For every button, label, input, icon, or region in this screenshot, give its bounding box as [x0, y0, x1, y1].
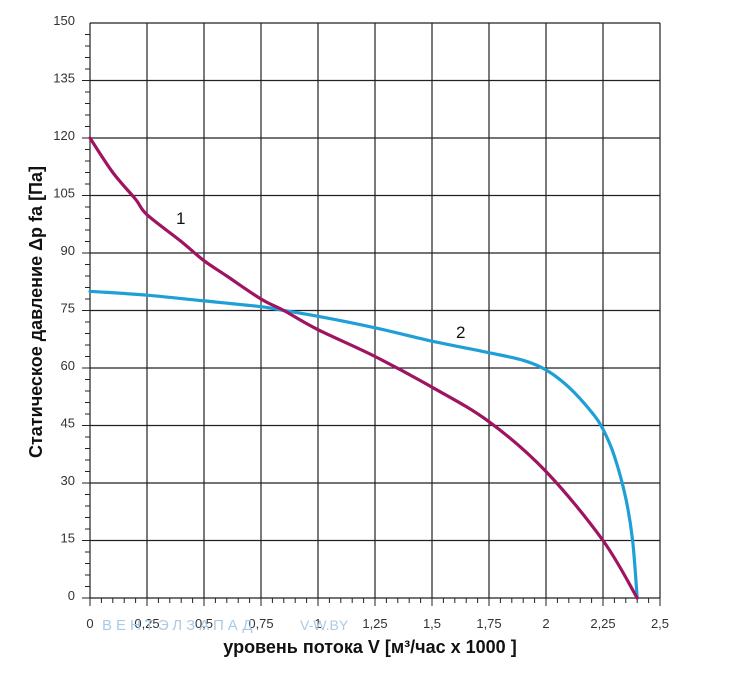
y-tick-label: 90: [61, 243, 75, 258]
x-tick-label: 1,75: [476, 616, 501, 631]
y-tick-label: 60: [61, 358, 75, 373]
x-axis-title: уровень потока V [м³/час х 1000 ]: [223, 637, 516, 657]
x-tick-label: 0: [86, 616, 93, 631]
grid: [89, 22, 661, 599]
series-line-2: [88, 289, 639, 600]
x-tick-label: 0,75: [248, 616, 273, 631]
series: [88, 136, 639, 600]
x-tick-label: 1,5: [423, 616, 441, 631]
y-tick-label: 105: [53, 186, 75, 201]
x-tick-label: 1,25: [362, 616, 387, 631]
y-tick-label: 30: [61, 473, 75, 488]
series-line-1: [88, 136, 639, 600]
y-axis-title: Статическое давление Δp fa [Па]: [26, 166, 46, 458]
watermark-brand: ВЕНТЭЛЗАПАД: [102, 617, 256, 634]
y-tick-label: 135: [53, 71, 75, 86]
x-tick-label: 1: [314, 616, 321, 631]
x-tick-label: 0,25: [134, 616, 159, 631]
y-tick-label: 75: [61, 301, 75, 316]
y-tick-label: 0: [68, 588, 75, 603]
x-tick-label: 2: [542, 616, 549, 631]
y-tick-label: 15: [61, 531, 75, 546]
ticks: [82, 34, 661, 606]
x-tick-label: 0,5: [195, 616, 213, 631]
y-tick-label: 45: [61, 416, 75, 431]
y-tick-label: 120: [53, 128, 75, 143]
y-tick-label: 150: [53, 13, 75, 28]
tick-labels: 0 15 30 45 60 75 90 105 120 135 150 0 0,25 0,5 0,75 1 1,…: [53, 13, 669, 631]
x-tick-label: 2,5: [651, 616, 669, 631]
watermark-site: V-W.BY: [300, 617, 349, 633]
curve-label-1: 1: [176, 209, 185, 228]
x-tick-label: 2,25: [590, 616, 615, 631]
curve-label-2: 2: [456, 323, 465, 342]
